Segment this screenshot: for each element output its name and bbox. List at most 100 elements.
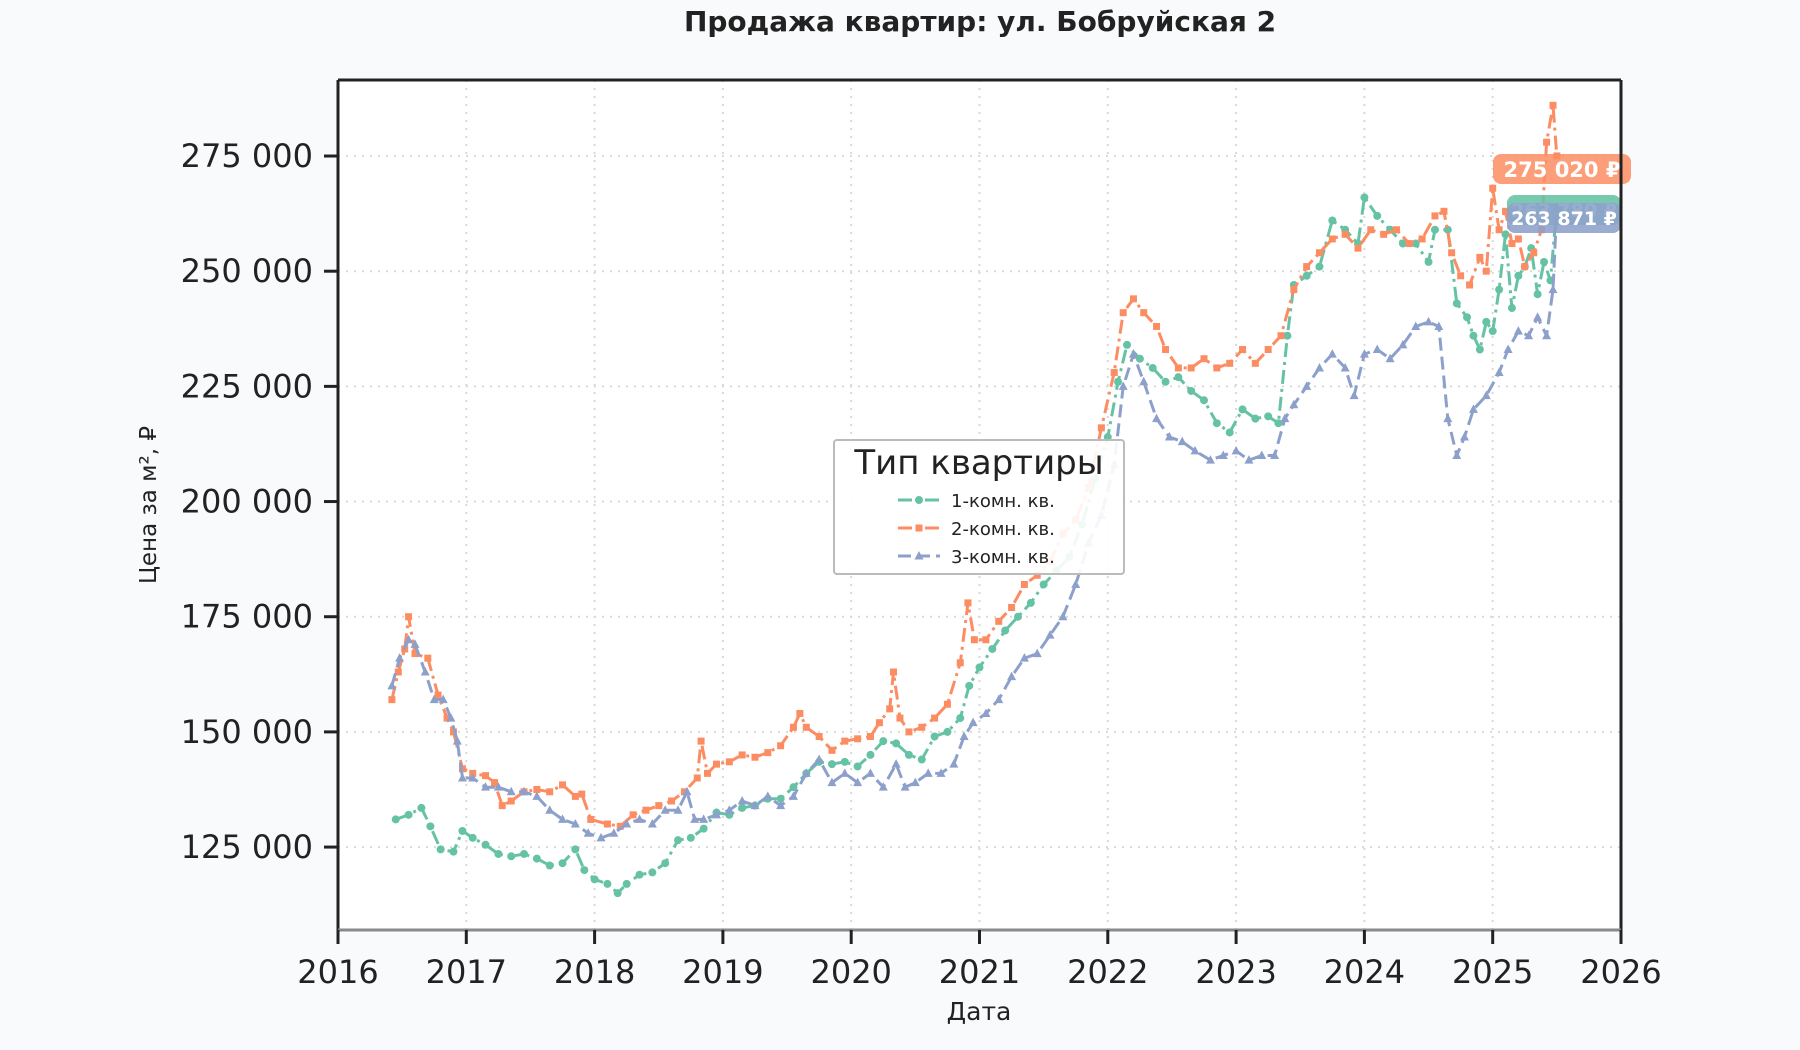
data-point: [571, 792, 579, 800]
data-point: [1231, 445, 1241, 455]
data-point: [583, 828, 593, 837]
x-tick-label: 2016: [297, 953, 378, 991]
data-point: [533, 785, 541, 793]
data-point: [655, 802, 663, 810]
data-point: [949, 759, 959, 768]
data-point: [931, 714, 939, 722]
data-point: [724, 805, 734, 814]
data-point: [1508, 240, 1516, 248]
data-point: [840, 757, 849, 766]
data-point: [1398, 239, 1407, 248]
data-point: [1411, 239, 1420, 248]
data-point: [1494, 367, 1504, 377]
data-point: [491, 779, 499, 787]
data-point: [814, 754, 824, 764]
end-label-2: 275 020 ₽: [1493, 154, 1631, 184]
data-point: [1013, 612, 1022, 621]
data-point: [411, 650, 419, 658]
y-tick-label: 200 000: [181, 483, 313, 521]
data-point: [1440, 207, 1448, 215]
data-point: [1463, 313, 1472, 322]
data-point: [1359, 349, 1369, 358]
data-point: [1360, 193, 1369, 202]
data-point: [1174, 373, 1183, 382]
data-point: [1212, 419, 1221, 428]
data-point: [603, 820, 611, 828]
data-point: [1488, 327, 1497, 336]
data-point: [777, 742, 785, 750]
data-point: [1152, 413, 1162, 423]
data-point: [1372, 344, 1382, 354]
data-point: [1476, 253, 1484, 261]
data-point: [647, 819, 657, 828]
data-point: [494, 849, 503, 858]
series-layer: [387, 101, 1562, 898]
end-label-value: 275 020 ₽: [1504, 158, 1621, 182]
data-point: [1264, 412, 1273, 421]
data-point: [900, 782, 910, 791]
data-point: [712, 760, 720, 768]
data-point: [498, 802, 506, 810]
data-point: [387, 680, 397, 690]
data-point: [1007, 671, 1017, 681]
data-point: [1226, 359, 1234, 367]
data-point: [1542, 330, 1552, 340]
data-point: [1443, 413, 1453, 423]
data-point: [1097, 424, 1105, 432]
data-point: [1503, 344, 1513, 354]
x-tick-label: 2026: [1580, 953, 1661, 991]
data-point: [1302, 271, 1311, 280]
data-point: [1521, 263, 1529, 271]
data-point: [1314, 362, 1324, 372]
data-point: [506, 786, 516, 796]
legend-entry-2: 2-комн. кв.: [898, 519, 1055, 540]
data-point: [520, 849, 529, 858]
data-point: [1514, 235, 1522, 243]
data-point: [764, 749, 772, 757]
data-point: [923, 768, 933, 777]
data-point: [1548, 284, 1558, 294]
data-point: [1530, 249, 1538, 257]
data-point: [661, 859, 670, 868]
x-tick-label: 2025: [1452, 953, 1533, 991]
y-tick-label: 225 000: [181, 367, 313, 405]
data-point: [417, 803, 426, 812]
data-point: [776, 794, 785, 803]
data-point: [789, 723, 797, 731]
data-point: [545, 805, 555, 814]
data-point: [1239, 346, 1247, 354]
data-point: [936, 768, 946, 777]
data-point: [1019, 653, 1029, 662]
data-point: [1270, 450, 1280, 459]
data-point: [841, 737, 849, 745]
data-point: [1411, 321, 1421, 330]
data-point: [815, 733, 823, 741]
data-point: [468, 833, 477, 842]
data-point: [609, 828, 619, 837]
data-point: [1187, 364, 1195, 372]
x-tick-label: 2019: [682, 953, 763, 991]
data-point: [1129, 295, 1137, 303]
data-point: [1405, 240, 1413, 248]
data-point: [1349, 390, 1359, 400]
data-point: [404, 810, 413, 819]
data-point: [1341, 230, 1349, 238]
data-point: [1495, 285, 1504, 294]
data-point: [738, 751, 746, 759]
data-point: [964, 599, 972, 607]
data-point: [1367, 226, 1375, 234]
data-point: [1128, 349, 1138, 358]
y-tick-label: 250 000: [181, 252, 313, 290]
data-point: [452, 736, 462, 745]
data-point: [930, 732, 939, 741]
data-point: [918, 723, 926, 731]
legend: Тип квартиры 1-комн. кв. 2-комн. кв. 3-ком…: [833, 439, 1125, 575]
data-point: [629, 811, 637, 819]
data-point: [507, 852, 516, 861]
data-point: [965, 681, 974, 690]
data-point: [1008, 604, 1016, 612]
data-point: [1502, 207, 1510, 215]
data-point: [1373, 211, 1382, 220]
data-point: [449, 847, 458, 856]
